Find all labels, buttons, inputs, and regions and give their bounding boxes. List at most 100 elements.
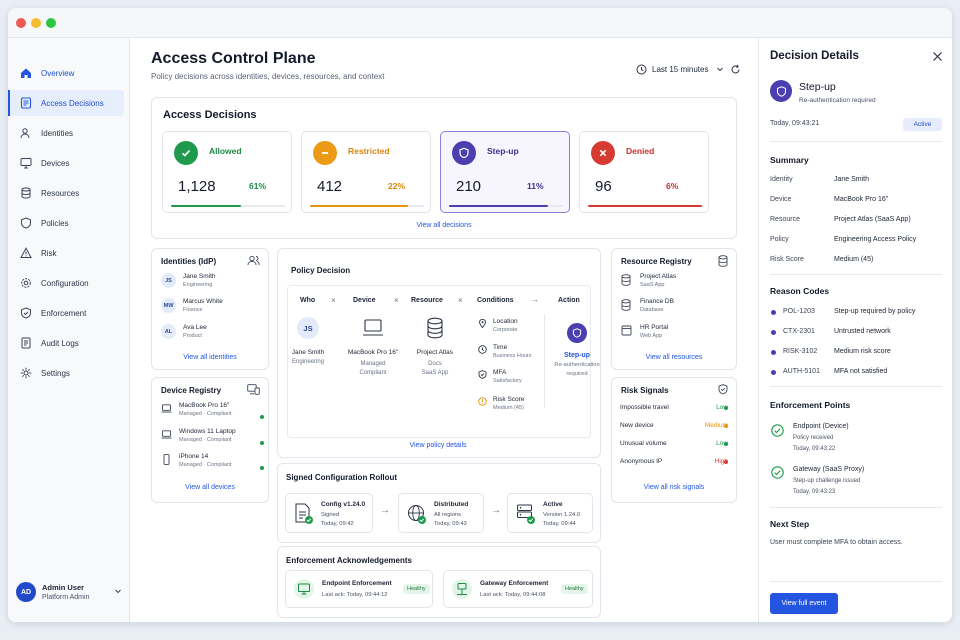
risk-dot bbox=[724, 442, 728, 446]
resource-item[interactable]: Finance DB Database bbox=[621, 298, 674, 313]
section-title: Policy Decision bbox=[291, 266, 351, 275]
identity-name: Marcus White bbox=[183, 298, 223, 305]
risk-signal-item[interactable]: Anonymous IP High bbox=[620, 458, 736, 465]
risk-signal-item[interactable]: Impossible travel Low bbox=[620, 404, 736, 411]
sidebar-item-overview[interactable]: Overview bbox=[8, 60, 124, 86]
resource-type: Database bbox=[640, 307, 664, 313]
device-item[interactable]: MacBook Pro 16" Managed · Compliant bbox=[161, 402, 232, 417]
rollout-step-distributed[interactable]: Distributed All regions Today, 09:43 bbox=[398, 493, 484, 533]
device-registry-card: Device Registry bbox=[151, 377, 269, 503]
kpi-value: 96 bbox=[595, 178, 612, 195]
app-window: Overview Access Decisions Identities Dev… bbox=[8, 8, 952, 622]
maximize-window-button[interactable] bbox=[46, 18, 56, 28]
divider bbox=[770, 386, 942, 387]
globe-icon bbox=[407, 503, 427, 525]
divider bbox=[544, 314, 545, 408]
kpi-restricted[interactable]: Restricted 412 22% bbox=[301, 131, 431, 213]
risk-level: Medium bbox=[704, 422, 728, 429]
summary-label: Identity bbox=[770, 176, 793, 183]
reason-dot bbox=[771, 370, 776, 375]
sidebar-item-access-decisions[interactable]: Access Decisions bbox=[8, 90, 124, 116]
view-all-risk-signals-link[interactable]: View all risk signals bbox=[643, 484, 705, 491]
kpi-percent: 61% bbox=[249, 181, 267, 191]
step-time: Today, 09:44 bbox=[543, 521, 576, 527]
kpi-step-up[interactable]: Step-up 210 11% bbox=[440, 131, 570, 213]
view-all-devices-link[interactable]: View all devices bbox=[185, 484, 235, 491]
resource-item[interactable]: Project Atlas SaaS App bbox=[621, 273, 676, 288]
kpi-percent: 6% bbox=[666, 181, 679, 191]
sidebar-item-label: Risk bbox=[41, 248, 57, 258]
summary-value: Engineering Access Policy bbox=[834, 236, 917, 243]
condition-label: MFA bbox=[493, 369, 507, 376]
user-name: Admin User bbox=[42, 583, 85, 592]
device-status: Managed · Compliant bbox=[179, 462, 232, 468]
next-step-title: Next Step bbox=[770, 519, 810, 529]
section-title: Access Decisions bbox=[163, 109, 257, 121]
user-menu[interactable]: AD Admin User Platform Admin bbox=[16, 578, 122, 606]
view-full-event-button[interactable]: View full event bbox=[770, 593, 838, 614]
sidebar-item-settings[interactable]: Settings bbox=[8, 360, 124, 386]
enforcement-status: Policy received bbox=[793, 435, 834, 441]
database-icon bbox=[20, 187, 32, 199]
reason-text: Untrusted network bbox=[834, 328, 891, 335]
refresh-icon[interactable] bbox=[730, 64, 741, 75]
monitor-icon bbox=[294, 579, 314, 599]
kpi-value: 412 bbox=[317, 178, 343, 195]
warning-icon bbox=[20, 247, 32, 259]
users-icon bbox=[247, 255, 260, 268]
view-all-identities-link[interactable]: View all identities bbox=[183, 354, 237, 361]
sidebar-item-devices[interactable]: Devices bbox=[8, 150, 124, 176]
step-title: Active bbox=[543, 501, 563, 508]
device-item[interactable]: Windows 11 Laptop Managed · Compliant bbox=[161, 428, 236, 443]
kpi-bar-fill bbox=[588, 205, 702, 207]
view-all-decisions-link[interactable]: View all decisions bbox=[416, 222, 472, 229]
sidebar-item-label: Identities bbox=[41, 128, 74, 138]
risk-signal-item[interactable]: Unusual volume Low bbox=[620, 440, 736, 447]
view-policy-details-link[interactable]: View policy details bbox=[409, 442, 467, 449]
monitor-icon bbox=[20, 157, 32, 169]
devices-icon bbox=[247, 384, 260, 397]
device-item[interactable]: iPhone 14 Managed · Compliant bbox=[161, 453, 232, 468]
close-window-button[interactable] bbox=[16, 18, 26, 28]
summary-label: Risk Score bbox=[770, 256, 804, 263]
kpi-allowed[interactable]: Allowed 1,128 61% bbox=[162, 131, 292, 213]
sidebar-item-configuration[interactable]: Configuration bbox=[8, 270, 124, 296]
resource-line: SaaS App bbox=[421, 370, 449, 376]
risk-signal-item[interactable]: New device Medium bbox=[620, 422, 736, 429]
device-name: Windows 11 Laptop bbox=[179, 428, 236, 435]
sidebar-item-risk[interactable]: Risk bbox=[8, 240, 124, 266]
minimize-window-button[interactable] bbox=[31, 18, 41, 28]
condition-mfa: MFA Satisfactory bbox=[478, 369, 522, 384]
sidebar-item-policies[interactable]: Policies bbox=[8, 210, 124, 236]
ack-endpoint[interactable]: Endpoint Enforcement Last ack: Today, 09… bbox=[285, 570, 433, 608]
column-head-who: Who bbox=[300, 297, 316, 304]
identity-item[interactable]: AL Ava Lee Product bbox=[161, 324, 207, 339]
ack-gateway[interactable]: Gateway Enforcement Last ack: Today, 09:… bbox=[443, 570, 593, 608]
identity-item[interactable]: JS Jane Smith Engineering bbox=[161, 273, 216, 288]
sidebar-item-audit-logs[interactable]: Audit Logs bbox=[8, 330, 124, 356]
sidebar-item-label: Resources bbox=[41, 188, 80, 198]
rollout-step-active[interactable]: Active Version 1.24.0 Today, 09:44 bbox=[507, 493, 593, 533]
sidebar-item-enforcement[interactable]: Enforcement bbox=[8, 300, 124, 326]
close-icon[interactable] bbox=[932, 51, 943, 64]
arrow-right-icon: → bbox=[491, 505, 501, 516]
resource-item[interactable]: HR Portal Web App bbox=[621, 324, 668, 339]
chevron-down-icon bbox=[716, 65, 724, 75]
risk-level: Low bbox=[716, 404, 728, 411]
resource-line: Docs bbox=[428, 361, 442, 367]
sidebar-item-resources[interactable]: Resources bbox=[8, 180, 124, 206]
rollout-step-signed[interactable]: Config v1.24.0 Signed Today, 09:42 bbox=[285, 493, 373, 533]
shield-check-icon bbox=[478, 370, 487, 379]
step-detail: Signed bbox=[321, 512, 340, 518]
identity-item[interactable]: MW Marcus White Finance bbox=[161, 298, 223, 313]
summary-label: Device bbox=[770, 196, 792, 203]
device-name: MacBook Pro 16" bbox=[347, 349, 399, 356]
kpi-denied[interactable]: Denied 96 6% bbox=[579, 131, 709, 213]
sidebar-item-identities[interactable]: Identities bbox=[8, 120, 124, 146]
view-all-resources-link[interactable]: View all resources bbox=[645, 354, 703, 361]
avatar: JS bbox=[297, 317, 319, 339]
status-dot bbox=[260, 466, 264, 470]
resource-name: Project Atlas bbox=[416, 349, 454, 356]
summary-value: MacBook Pro 16" bbox=[834, 196, 889, 203]
time-range-select[interactable]: Last 15 minutes bbox=[636, 64, 724, 75]
